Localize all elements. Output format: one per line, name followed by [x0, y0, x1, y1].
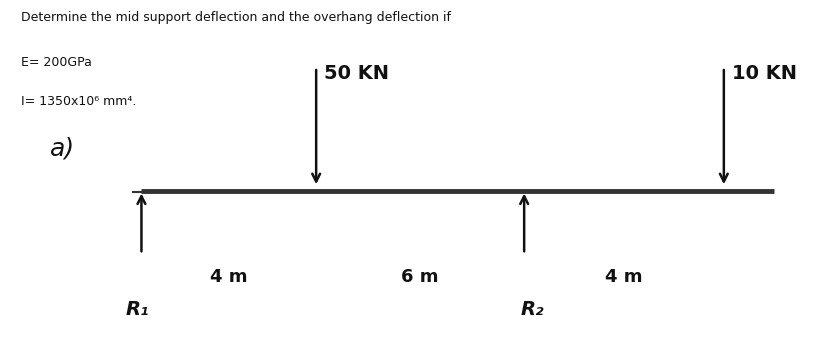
Text: R₁: R₁	[126, 300, 149, 319]
Text: 4 m: 4 m	[605, 268, 643, 286]
Text: a): a)	[50, 136, 75, 160]
Text: 50 KN: 50 KN	[324, 64, 389, 83]
Text: R₂: R₂	[521, 300, 544, 319]
Text: 10 KN: 10 KN	[732, 64, 797, 83]
Text: E= 200GPa: E= 200GPa	[21, 56, 92, 70]
Text: 6 m: 6 m	[401, 268, 439, 286]
Text: I= 1350x10⁶ mm⁴.: I= 1350x10⁶ mm⁴.	[21, 95, 136, 108]
Text: 4 m: 4 m	[210, 268, 248, 286]
Text: Determine the mid support deflection and the overhang deflection if: Determine the mid support deflection and…	[21, 11, 451, 24]
